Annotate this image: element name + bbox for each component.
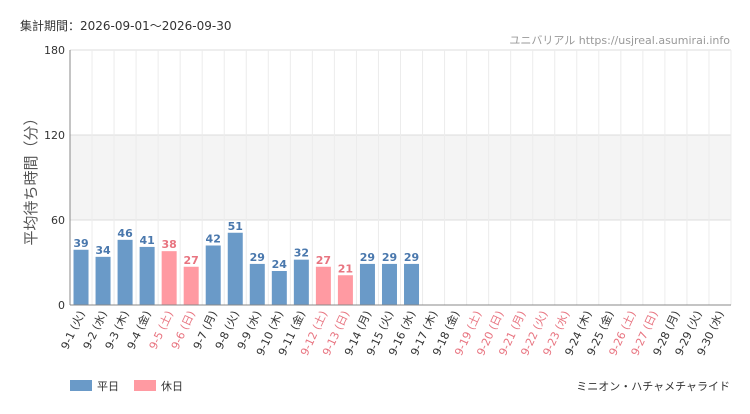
data-label: 29 [250,251,265,264]
data-label: 24 [272,258,288,271]
bar [404,263,420,305]
bar [73,249,89,305]
site-credit: ユニバリアル https://usjreal.asumirai.info [509,34,730,47]
bar-series [73,232,420,305]
bar [359,263,375,305]
x-tick-labels: 9-1 (火)9-2 (水)9-3 (木)9-4 (金)9-5 (土)9-6 (… [59,308,727,357]
bar [117,239,133,305]
data-label: 29 [404,251,419,264]
legend-label-holiday: 休日 [161,380,183,393]
data-label: 29 [360,251,375,264]
data-label: 27 [184,254,199,267]
bar [249,263,265,305]
bar [293,259,309,305]
legend: 平日 休日 [70,380,183,393]
data-label: 34 [95,244,111,257]
data-label: 38 [161,238,176,251]
bar [337,275,353,305]
y-tick-label: 180 [44,44,65,57]
bar [315,266,331,305]
bar [271,271,287,305]
axes [69,50,731,306]
legend-swatch-holiday [134,380,156,391]
data-label: 32 [294,247,309,260]
data-label: 41 [139,234,154,247]
data-label: 42 [206,233,221,246]
data-label: 21 [338,262,353,275]
data-label: 27 [316,254,331,267]
bar [381,263,397,305]
y-tick-label: 120 [44,129,65,142]
data-label: 39 [73,237,88,250]
period-label: 集計期間：2026-09-01〜2026-09-30 [20,18,231,33]
bar [161,251,177,305]
grid-lines [69,49,732,305]
data-labels: 39 34 46 41 38 27 42 51 29 24 32 27 21 29 29 29 [73,220,419,276]
data-label: 46 [117,227,133,240]
y-tick-labels: 0 60 120 180 [44,44,65,312]
bar [183,266,199,305]
attraction-name: ミニオン・ハチャメチャライド [576,380,730,393]
y-tick-label: 60 [51,214,65,227]
bar [227,232,243,305]
data-label: 51 [228,220,243,233]
bar [95,256,111,305]
bar [139,246,155,305]
data-label: 29 [382,251,397,264]
legend-swatch-weekday [70,380,92,391]
bar [205,245,221,305]
y-axis-title: 平均待ち時間（分） [22,110,40,245]
y-tick-label: 0 [58,299,65,312]
legend-label-weekday: 平日 [97,380,119,393]
